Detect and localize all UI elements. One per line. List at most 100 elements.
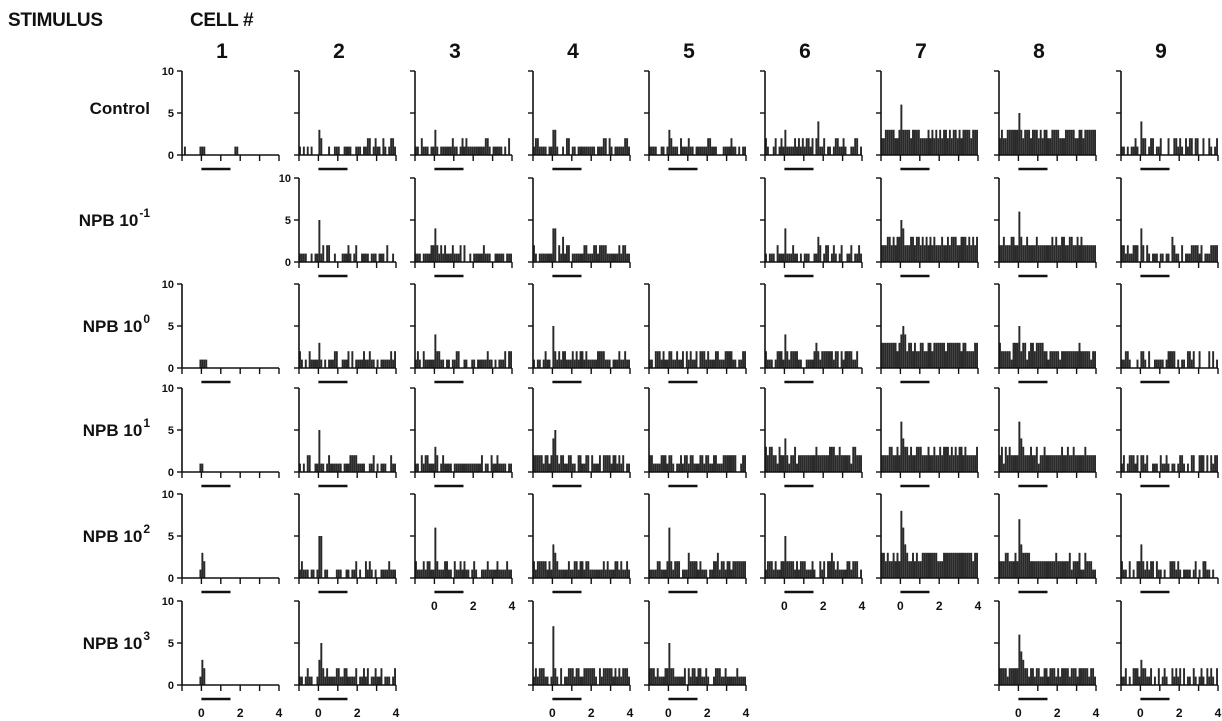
histogram-bar (703, 463, 706, 472)
histogram-bar (482, 146, 485, 155)
histogram-bar (1064, 561, 1067, 578)
histogram-bar (1204, 253, 1207, 262)
histogram-bar (770, 446, 773, 472)
histogram-bar (562, 146, 565, 155)
histogram-bar (882, 552, 885, 578)
histogram-bar (1086, 455, 1089, 472)
histogram-bar (968, 129, 971, 155)
x-tick-label: 2 (1176, 706, 1183, 720)
histogram-bar (908, 455, 911, 472)
histogram-bar (471, 569, 474, 578)
histogram-bar (691, 455, 694, 472)
histogram-bar (931, 245, 934, 262)
histogram-bar (939, 245, 942, 262)
histogram-bar (807, 455, 810, 472)
histogram-bar (668, 129, 671, 155)
histogram-bar (1026, 129, 1029, 155)
row-label-exponent: 1 (143, 416, 150, 430)
histogram-bar (455, 569, 458, 578)
histogram-bar (1037, 561, 1040, 578)
histogram-bar (386, 676, 389, 685)
histogram-bar (1186, 146, 1189, 155)
histogram-bar (562, 569, 565, 578)
histogram-bar (418, 569, 421, 578)
histogram-bar (882, 342, 885, 368)
histogram-bar (1088, 561, 1091, 578)
histogram-bar (809, 569, 812, 578)
histogram-bar (1122, 455, 1125, 472)
histogram-bar (1214, 455, 1217, 472)
histogram-bar (600, 676, 603, 685)
histogram-bar (790, 146, 793, 155)
histogram-bar (1043, 446, 1046, 472)
histogram-bar (343, 463, 346, 472)
x-tick-label: 2 (820, 599, 827, 613)
histogram-bar (564, 253, 566, 262)
histogram-bar (884, 455, 887, 472)
histogram-bar (956, 455, 959, 472)
histogram-bar (1165, 359, 1168, 368)
histogram-bar (660, 676, 663, 685)
histogram-bar (1157, 146, 1160, 155)
histogram-bar (618, 455, 621, 472)
histogram-bar (964, 129, 967, 155)
histogram-bar (542, 359, 545, 368)
histogram-bar (548, 463, 551, 472)
histogram-bar (1171, 351, 1174, 368)
histogram-bar (1186, 463, 1189, 472)
histogram-bar (1171, 463, 1174, 472)
histogram-bar (434, 334, 437, 368)
histogram-bar (654, 351, 657, 368)
histogram-bar (890, 129, 893, 155)
histogram-bar (734, 146, 737, 155)
histogram-bar (815, 253, 818, 262)
panel-r0-c9 (1116, 70, 1219, 171)
histogram-bar (335, 463, 338, 472)
histogram-bar (544, 146, 547, 155)
histogram-bar (672, 359, 675, 368)
histogram-bar (892, 129, 895, 155)
histogram-bar (772, 569, 775, 578)
histogram-bar (1057, 561, 1060, 578)
histogram-bar (581, 253, 584, 262)
histogram-bar (364, 146, 367, 155)
histogram-bar (1008, 446, 1011, 472)
histogram-bar (618, 351, 621, 368)
histogram-bar (687, 138, 690, 155)
histogram-bar (846, 455, 849, 472)
histogram-bar (546, 676, 549, 685)
histogram-bar (1204, 561, 1207, 578)
histogram-bar (370, 253, 373, 262)
histogram-bar (585, 146, 588, 155)
histogram-bar (328, 359, 331, 368)
histogram-bar (666, 146, 669, 155)
histogram-bar (316, 359, 319, 368)
histogram-bar (788, 359, 791, 368)
histogram-bar (366, 359, 369, 368)
histogram-bar (915, 236, 918, 262)
histogram-bar (628, 569, 630, 578)
histogram-bar (915, 129, 918, 155)
histogram-bar (1173, 245, 1176, 262)
histogram-bar (906, 351, 909, 368)
histogram-bar (368, 351, 371, 368)
histogram-bar (1053, 561, 1056, 578)
histogram-bar (734, 455, 737, 472)
histogram-bar (359, 359, 362, 368)
histogram-bar (827, 561, 830, 578)
histogram-bar (811, 138, 814, 155)
histogram-bar (597, 351, 599, 368)
histogram-bar (469, 253, 472, 262)
histogram-bar (1134, 245, 1137, 262)
histogram-bar (788, 561, 791, 578)
histogram-bar (608, 253, 611, 262)
histogram-bar (1018, 326, 1021, 368)
histogram-bar (1183, 463, 1186, 472)
histogram-bar (1012, 668, 1015, 685)
histogram-bar (569, 668, 572, 685)
histogram-bar (426, 146, 429, 155)
histogram-bar (1136, 561, 1139, 578)
histogram-bar (1022, 446, 1025, 472)
histogram-bar (881, 342, 883, 368)
